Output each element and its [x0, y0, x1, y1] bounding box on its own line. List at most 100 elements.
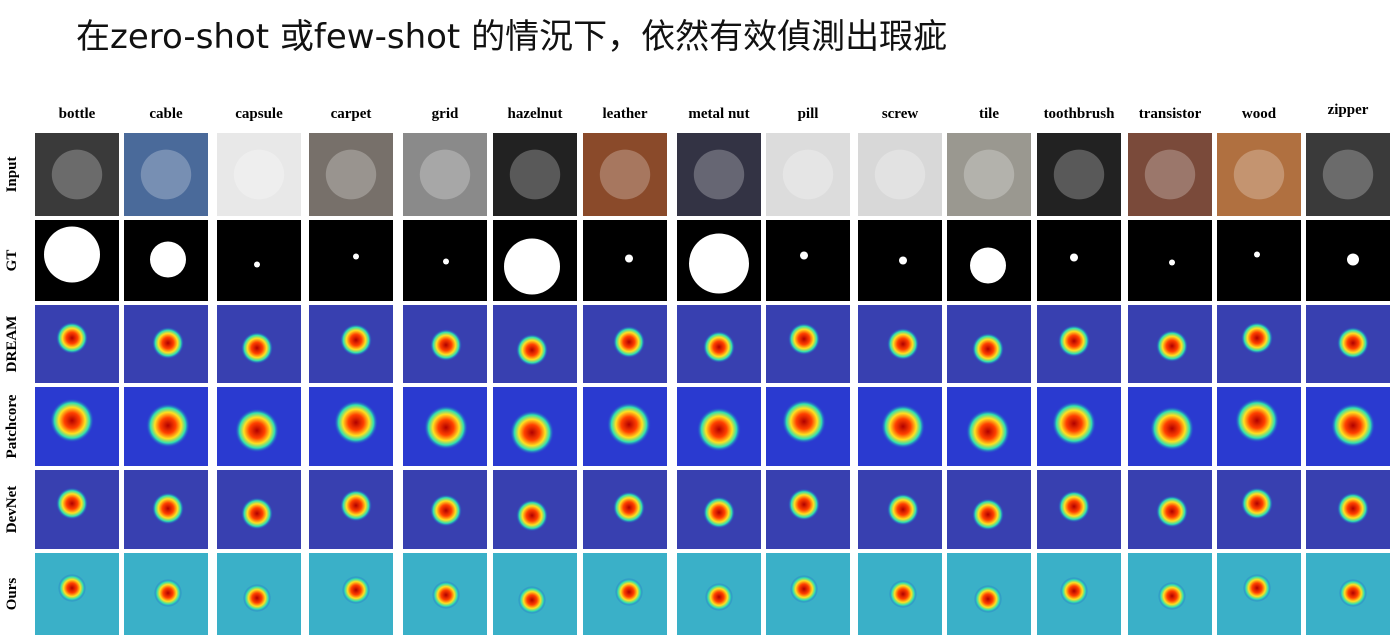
column-label: bottle: [59, 106, 96, 122]
heatmap: [510, 410, 554, 455]
tile-bg: [217, 220, 301, 301]
image-tile: [403, 305, 487, 383]
image-tile: [1217, 553, 1301, 635]
image-tile: [677, 387, 761, 466]
image-tile: [217, 553, 301, 635]
heatmap: [1058, 325, 1090, 357]
image-tile: [403, 133, 487, 216]
column-label: carpet: [331, 106, 372, 122]
image-tile: [217, 133, 301, 216]
image-tile: [947, 133, 1031, 216]
defect-mask: [800, 251, 808, 260]
image-tile: [1217, 220, 1301, 301]
image-tile: [309, 305, 393, 383]
image-tile: [858, 553, 942, 635]
tile-bg: [309, 220, 393, 301]
image-tile: [309, 387, 393, 466]
heatmap: [241, 332, 273, 364]
heatmap: [703, 331, 735, 363]
heatmap: [340, 324, 372, 356]
image-tile: [766, 387, 850, 466]
image-tile: [766, 133, 850, 216]
tile-bg: [677, 133, 761, 216]
heatmap: [1243, 574, 1271, 602]
image-tile: [124, 470, 208, 549]
object: [233, 149, 285, 200]
image-tile: [217, 387, 301, 466]
image-tile: [947, 220, 1031, 301]
defect-mask: [689, 233, 749, 294]
image-tile: [35, 220, 119, 301]
figure-grid: bottle cable capsule carpet grid hazelnut leat…: [4, 102, 1390, 635]
image-tile: [1306, 387, 1390, 466]
object: [1053, 149, 1105, 200]
image-tile: [309, 470, 393, 549]
tile-bg: [493, 133, 577, 216]
defect-mask: [353, 253, 359, 260]
image-tile: [124, 387, 208, 466]
column-label: pill: [798, 106, 819, 122]
image-tile: [493, 305, 577, 383]
image-tile: [766, 470, 850, 549]
image-tile: [1128, 470, 1212, 549]
image-tile: [1306, 305, 1390, 383]
object: [693, 149, 745, 200]
object: [509, 149, 561, 200]
heatmap: [705, 583, 733, 611]
image-tile: [124, 553, 208, 635]
row-label: Input: [4, 157, 20, 193]
column-label: wood: [1242, 106, 1277, 122]
image-tile: [1306, 133, 1390, 216]
column-label: metal nut: [688, 106, 749, 122]
image-tile: [217, 220, 301, 301]
object: [874, 149, 926, 200]
column-label: zipper: [1328, 102, 1369, 118]
image-tile: [1128, 133, 1212, 216]
image-tile: [1306, 553, 1390, 635]
image-tile: [858, 305, 942, 383]
image-tile: [1128, 305, 1212, 383]
row-label: DREAM: [4, 316, 20, 373]
image-tile: [583, 470, 667, 549]
image-tile: [493, 387, 577, 466]
tile-bg: [583, 133, 667, 216]
heatmap: [241, 497, 273, 530]
image-tile: [217, 305, 301, 383]
heatmap: [607, 402, 651, 447]
defect-mask: [254, 261, 260, 268]
image-tile: [858, 387, 942, 466]
image-tile: [1037, 133, 1121, 216]
heatmap: [1150, 406, 1194, 451]
heatmap: [340, 489, 372, 522]
column-label: toothbrush: [1044, 106, 1116, 122]
tile-bg: [858, 133, 942, 216]
heatmap: [1337, 327, 1369, 359]
image-tile: [583, 553, 667, 635]
heatmap: [235, 408, 279, 453]
heatmap: [334, 400, 378, 445]
heatmap: [1235, 398, 1279, 443]
image-tile: [1217, 387, 1301, 466]
heatmap: [788, 488, 820, 521]
image-tile: [583, 305, 667, 383]
image-tile: [677, 305, 761, 383]
heatmap: [972, 333, 1004, 365]
image-tile: [858, 220, 942, 301]
heatmap: [703, 496, 735, 529]
heatmap: [889, 580, 917, 608]
image-tile: [493, 133, 577, 216]
tile-bg: [1306, 133, 1390, 216]
tile-bg: [947, 133, 1031, 216]
image-tile: [1037, 553, 1121, 635]
tile-bg: [583, 220, 667, 301]
image-tile: [1217, 305, 1301, 383]
heatmap: [146, 403, 190, 448]
defect-mask: [970, 247, 1006, 284]
tile-bg: [309, 133, 393, 216]
object: [599, 149, 651, 200]
heatmap: [887, 493, 919, 526]
image-tile: [766, 553, 850, 635]
tile-bg: [217, 133, 301, 216]
column-label: hazelnut: [507, 106, 562, 122]
